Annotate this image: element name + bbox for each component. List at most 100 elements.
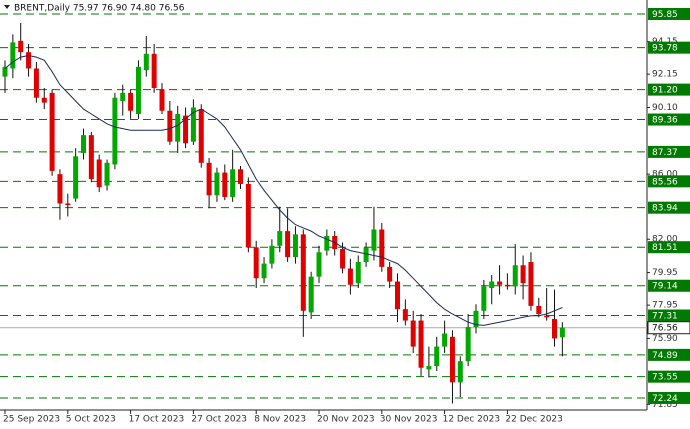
candle-body <box>457 361 463 383</box>
candle-body <box>340 248 346 269</box>
y-tick-label: 86.00 <box>652 170 678 180</box>
candle-body <box>167 110 173 142</box>
price-label-box <box>647 321 690 335</box>
candle-body <box>18 40 24 53</box>
candle-body <box>481 286 487 311</box>
candle-body <box>214 172 220 196</box>
candle-body <box>10 42 16 69</box>
candle-body <box>410 320 416 347</box>
candle-body <box>238 169 243 184</box>
candle-body <box>497 281 503 285</box>
candle-body <box>135 66 141 115</box>
x-tick-label: 22 Dec 2023 <box>505 415 563 425</box>
symbol-icon <box>4 5 10 9</box>
candle-body <box>120 92 126 101</box>
candle-body <box>128 92 134 111</box>
candle-body <box>206 162 212 196</box>
candle-body <box>473 310 479 328</box>
candle-body <box>261 263 267 279</box>
candle-body <box>253 247 259 279</box>
candle-body <box>104 162 110 186</box>
level-label-box <box>648 175 690 188</box>
candle-body <box>544 315 550 318</box>
x-tick-label: 20 Nov 2023 <box>317 415 375 425</box>
level-label-box <box>648 241 690 254</box>
candle-body <box>449 336 455 383</box>
candle-body <box>442 333 448 347</box>
candle-body <box>81 135 86 154</box>
x-tick-label: 17 Oct 2023 <box>129 415 185 425</box>
level-label-box <box>648 41 690 54</box>
candle-body <box>395 281 400 310</box>
candle-body <box>552 318 557 339</box>
level-label: 77.31 <box>652 312 678 322</box>
level-label-box <box>648 348 690 361</box>
level-label: 89.36 <box>652 116 678 126</box>
x-tick-label: 27 Oct 2023 <box>191 415 247 425</box>
candle-body <box>2 66 8 77</box>
candle-body <box>489 281 495 289</box>
candle-body <box>277 231 283 246</box>
level-label-box <box>648 201 690 214</box>
y-tick-label: 92.15 <box>652 70 678 80</box>
candle-body <box>308 276 314 313</box>
level-label-box <box>648 83 690 96</box>
x-tick-label: 8 Nov 2023 <box>254 415 306 425</box>
x-tick-label: 25 Sep 2023 <box>3 415 60 425</box>
candle-body <box>418 320 424 368</box>
level-label-box <box>648 391 690 404</box>
candle-body <box>528 262 534 306</box>
candle-body <box>504 284 510 287</box>
y-tick-label: 79.95 <box>652 268 678 278</box>
candle-body <box>96 159 102 188</box>
candle-body <box>57 174 63 204</box>
candle-body <box>379 229 385 267</box>
moving-average <box>4 54 563 326</box>
y-tick-label: 82.00 <box>652 235 678 245</box>
level-label-box <box>648 309 690 322</box>
chart-title: BRENT,Daily 75.97 76.90 74.80 76.56 <box>14 4 185 14</box>
candle-body <box>112 97 118 165</box>
level-label: 91.20 <box>652 86 678 96</box>
y-tick-label: 77.95 <box>652 301 678 311</box>
candle-body <box>26 52 32 69</box>
level-label-box <box>648 279 690 292</box>
candle-body <box>355 262 361 284</box>
level-label: 87.37 <box>652 148 678 158</box>
candle-body <box>245 183 251 248</box>
candle-body <box>88 135 94 180</box>
candle-body <box>143 53 149 71</box>
x-tick-label: 5 Oct 2023 <box>66 415 116 425</box>
candle-body <box>292 234 298 258</box>
level-label: 73.55 <box>652 373 678 383</box>
level-label-box <box>648 113 690 126</box>
candle-body <box>73 156 79 199</box>
level-label-box <box>648 7 690 20</box>
candle-body <box>190 107 196 142</box>
candle-body <box>347 268 353 285</box>
candle-body <box>222 172 228 197</box>
candle-body <box>41 97 47 103</box>
candle-body <box>316 252 322 277</box>
level-label: 85.56 <box>652 177 678 187</box>
candle-body <box>371 229 377 251</box>
candle-body <box>300 234 306 311</box>
candle-body <box>536 305 542 315</box>
candle-body <box>183 115 189 144</box>
candle-body <box>269 245 275 264</box>
candle-body <box>65 203 71 206</box>
level-label: 93.78 <box>652 44 678 54</box>
candle-body <box>285 231 291 258</box>
level-label: 74.89 <box>652 351 678 361</box>
level-label: 95.85 <box>652 10 678 20</box>
candle-body <box>465 327 471 362</box>
candle-body <box>559 327 565 338</box>
candle-body <box>426 366 432 370</box>
candle-body <box>159 89 165 111</box>
candle-body <box>175 114 181 142</box>
price-label: 76.56 <box>652 324 678 334</box>
candle-body <box>151 53 157 88</box>
